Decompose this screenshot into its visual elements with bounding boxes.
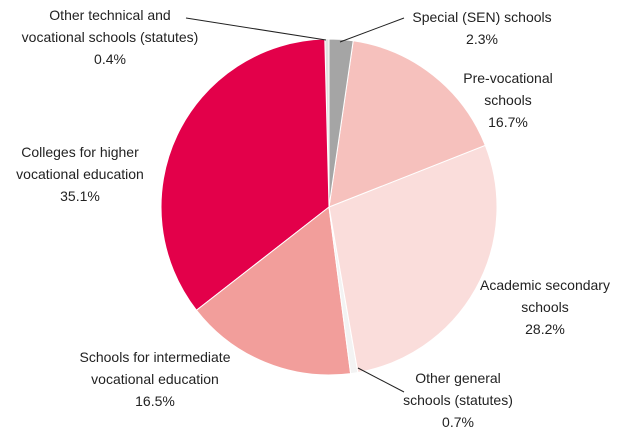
category-label: Colleges for higher vocational education xyxy=(16,144,144,182)
leader-line xyxy=(185,17,327,41)
slice-label: Colleges for higher vocational education… xyxy=(10,141,150,207)
pie-slice xyxy=(328,38,354,208)
slice-label: Pre-vocational schools 16.7% xyxy=(453,67,563,133)
slice-label: Schools for intermediate vocational educ… xyxy=(73,346,238,412)
slice-label: Other technical and vocational schools (… xyxy=(19,4,201,70)
category-label: Other general schools (statutes) xyxy=(403,370,513,408)
category-label: Academic secondary schools xyxy=(480,277,610,315)
pie-slice xyxy=(328,144,498,374)
leader-line xyxy=(357,367,405,393)
pie-slice xyxy=(328,40,486,208)
category-label: Schools for intermediate vocational educ… xyxy=(79,349,231,387)
pie-slice xyxy=(160,38,330,311)
value-label: 16.7% xyxy=(488,114,528,130)
value-label: 2.3% xyxy=(466,31,498,47)
value-label: 0.7% xyxy=(442,414,474,430)
leader-line xyxy=(339,17,405,43)
value-label: 28.2% xyxy=(525,321,565,337)
pie-slice xyxy=(195,206,352,376)
value-label: 35.1% xyxy=(60,188,100,204)
slice-label: Special (SEN) schools 2.3% xyxy=(397,6,567,50)
category-label: Pre-vocational schools xyxy=(463,70,553,108)
category-label: Other technical and vocational schools (… xyxy=(21,7,199,45)
value-label: 16.5% xyxy=(135,393,175,409)
slice-label: Other general schools (statutes) 0.7% xyxy=(398,367,518,431)
value-label: 0.4% xyxy=(94,51,126,67)
slice-label: Academic secondary schools 28.2% xyxy=(475,274,615,340)
category-label: Special (SEN) schools xyxy=(412,9,552,25)
